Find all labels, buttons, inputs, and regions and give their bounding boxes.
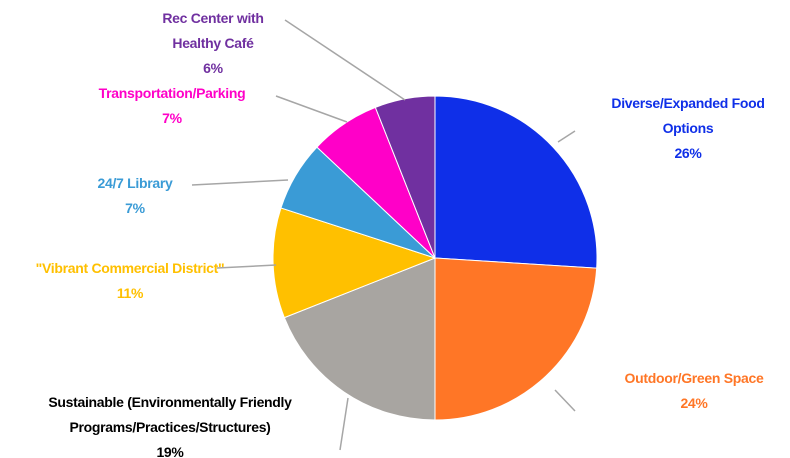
value-label: 7%: [162, 110, 182, 126]
value-label: 24%: [680, 395, 708, 411]
pie-slice: [272, 207, 437, 319]
category-label: Diverse/Expanded Food Options: [611, 95, 765, 136]
slice-label: Diverse/Expanded Food Options 26%: [603, 91, 773, 166]
leader-line: [284, 19, 406, 101]
category-label: Sustainable (Environmentally Friendly Pr…: [48, 394, 292, 435]
leader-line: [339, 397, 349, 451]
slice-label: 24/7 Library 7%: [60, 171, 210, 221]
category-label: "Vibrant Commercial District": [35, 260, 225, 276]
value-label: 7%: [125, 200, 145, 216]
leader-line: [554, 389, 576, 412]
category-label: Transportation/Parking: [98, 85, 246, 101]
slice-label: "Vibrant Commercial District" 11%: [35, 256, 225, 306]
slice-label: Rec Center with Healthy Café 6%: [138, 6, 288, 81]
value-label: 19%: [156, 444, 184, 458]
slice-label: Outdoor/Green Space 24%: [574, 366, 790, 416]
category-label: 24/7 Library: [97, 175, 173, 191]
slice-label: Transportation/Parking 7%: [52, 81, 292, 131]
category-label: Outdoor/Green Space: [624, 370, 764, 386]
leader-line: [557, 130, 576, 143]
value-label: 6%: [203, 60, 223, 76]
slice-label: Sustainable (Environmentally Friendly Pr…: [0, 390, 340, 458]
category-label: Rec Center with Healthy Café: [162, 10, 264, 51]
pie-slice: [434, 95, 598, 269]
pie-slice: [434, 257, 598, 421]
leader-line: [191, 179, 289, 186]
leader-line: [275, 95, 348, 123]
value-label: 11%: [116, 285, 144, 301]
value-label: 26%: [674, 145, 702, 161]
leader-line: [216, 264, 277, 269]
pie-slice: [283, 257, 436, 421]
